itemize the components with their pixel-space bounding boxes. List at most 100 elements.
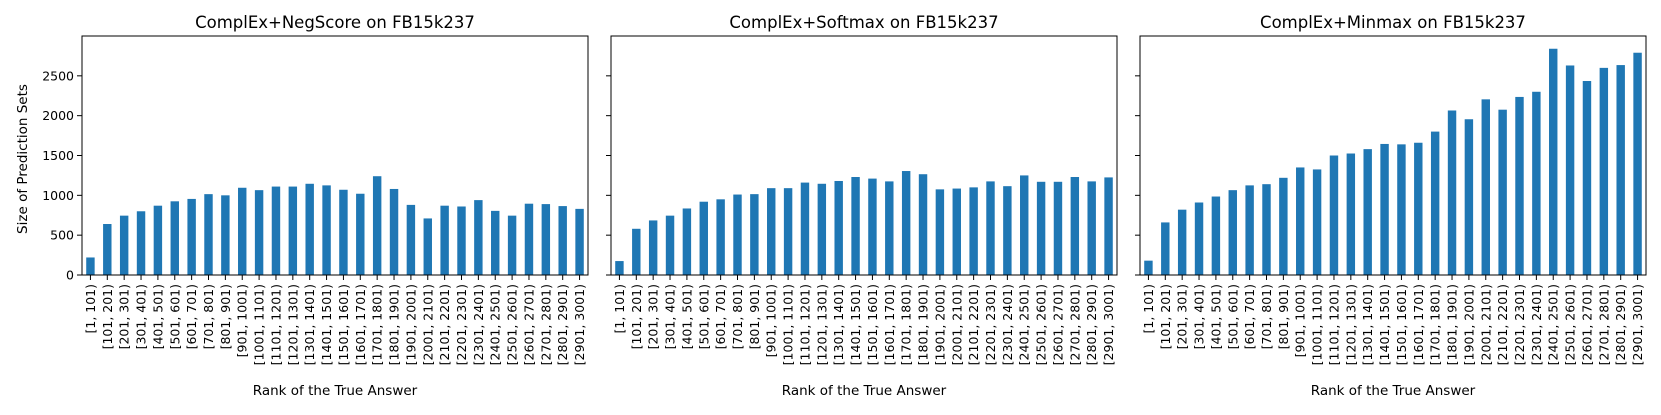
bar (1003, 186, 1012, 275)
x-tick-label: [101, 201) (100, 284, 115, 349)
bar (1397, 144, 1406, 275)
bar (1447, 110, 1457, 276)
bar (986, 181, 995, 275)
chart-title: ComplEx+Minmax on FB15k237 (1260, 13, 1526, 32)
bar (1599, 67, 1609, 276)
x-tick-label: [901, 1001) (235, 284, 250, 357)
chart-title: ComplEx+Softmax on FB15k237 (729, 13, 998, 32)
x-tick-label: [2801, 2901) (1613, 284, 1628, 365)
x-tick-label: [2701, 2801) (1596, 284, 1611, 365)
x-tick-label: [1801, 1901) (387, 284, 402, 365)
x-tick-label: [2401, 2501) (488, 284, 503, 365)
bar (1087, 181, 1096, 275)
x-tick-label: [1, 101) (612, 284, 627, 334)
x-tick-label: [601, 701) (184, 284, 199, 349)
x-tick-label: [2901, 3001) (1101, 284, 1116, 365)
x-tick-label: [2801, 2901) (1084, 284, 1099, 365)
x-tick-label: [2001, 2101) (420, 284, 435, 365)
bar (1312, 169, 1322, 275)
x-tick-label: [201, 301) (646, 284, 661, 349)
x-tick-label: [1201, 1301) (814, 284, 829, 365)
x-tick-label: [701, 801) (730, 284, 745, 349)
bar (733, 194, 742, 275)
x-tick-label: [301, 401) (134, 284, 149, 349)
bar (1616, 65, 1625, 275)
x-tick-label: [2701, 2801) (1067, 284, 1082, 365)
x-tick-label: [1201, 1301) (1343, 284, 1358, 365)
bar (491, 210, 500, 275)
panel-complex-negscore: ComplEx+NegScore on FB15k237 0 500 1000 150… (42, 13, 589, 399)
bar (423, 218, 432, 275)
y-tick-label: 500 (50, 228, 74, 243)
x-tick-label: [901, 1001) (764, 284, 779, 357)
bar (1414, 142, 1423, 275)
x-tick-label: [1001, 1101) (781, 284, 796, 365)
x-tick-label: [601, 701) (1242, 284, 1257, 349)
x-tick-label: [2301, 2401) (471, 284, 486, 365)
x-tick-label: [1801, 1901) (1445, 284, 1460, 365)
bar (558, 206, 567, 275)
x-tick-label: [1501, 1601) (336, 284, 351, 365)
bar (474, 200, 483, 275)
x-tick-label: [2001, 2101) (949, 284, 964, 365)
x-tick-label: [201, 301) (117, 284, 132, 349)
x-tick-label: [1501, 1601) (865, 284, 880, 365)
bar (1582, 81, 1592, 275)
bar (1036, 181, 1046, 275)
bar (1245, 185, 1254, 276)
bar (1346, 153, 1356, 275)
x-tick-label: [2901, 3001) (572, 284, 587, 365)
bar (969, 187, 978, 275)
bar (204, 194, 213, 275)
bar (1380, 143, 1389, 275)
x-tick-label: [1901, 2001) (403, 284, 418, 365)
bar (682, 208, 692, 275)
bar (86, 257, 95, 275)
bar (1549, 48, 1558, 275)
bar (221, 195, 230, 275)
bar (1262, 184, 1271, 275)
y-axis-label: Size of Prediction Sets (15, 84, 31, 234)
bar (901, 171, 911, 275)
x-tick-label: [601, 701) (713, 284, 728, 349)
bar (800, 182, 810, 275)
x-axis-label: Rank of the True Answer (782, 383, 947, 399)
bar (1070, 177, 1080, 275)
x-axis-label: Rank of the True Answer (1311, 383, 1476, 399)
x-tick-label: [301, 401) (1192, 284, 1207, 349)
bar (254, 190, 264, 275)
x-tick-label: [501, 601) (1225, 284, 1240, 349)
x-tick-label: [701, 801) (1259, 284, 1274, 349)
bar (507, 215, 517, 275)
x-tick-label: [2501, 2601) (505, 284, 520, 365)
x-tick-label: [1101, 1201) (797, 284, 812, 365)
x-tick-label: [2701, 2801) (538, 284, 553, 365)
x-tick-label: [2201, 2301) (983, 284, 998, 365)
bar (1430, 131, 1440, 275)
bar (305, 183, 314, 275)
x-tick-label: [101, 201) (629, 284, 644, 349)
x-tick-label: [401, 501) (150, 284, 165, 349)
x-tick-label: [501, 601) (696, 284, 711, 349)
bar (615, 261, 624, 275)
bar (918, 174, 928, 275)
bar (885, 181, 894, 275)
bar (271, 186, 281, 275)
x-tick-label: [1801, 1901) (916, 284, 931, 365)
bar (1565, 65, 1575, 275)
x-tick-label: [1601, 1701) (882, 284, 897, 365)
plot-area: [1, 101) [101, 201) [201, 301) [301, 401) [4… (606, 35, 1118, 365)
bar (834, 180, 843, 275)
x-tick-label: [101, 201) (1158, 284, 1173, 349)
bar (575, 208, 584, 275)
panel-complex-minmax: ComplEx+Minmax on FB15k237 [1, 101) [101,… (1135, 13, 1647, 399)
x-tick-label: [2101, 2201) (437, 284, 452, 365)
plot-area: [1, 101) [101, 201) [201, 301) [301, 401) [4… (1135, 35, 1647, 365)
bar (952, 188, 961, 275)
bar (356, 193, 365, 275)
bar (935, 189, 945, 275)
bar (1464, 119, 1474, 275)
x-tick-label: [401, 501) (679, 284, 694, 349)
x-tick-label: [2401, 2501) (1546, 284, 1561, 365)
